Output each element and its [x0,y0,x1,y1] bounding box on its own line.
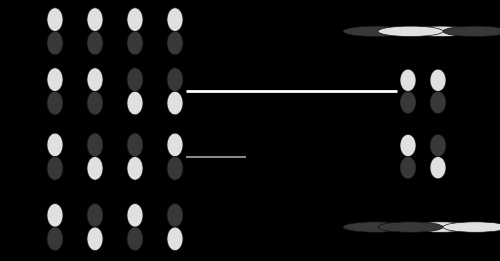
Ellipse shape [127,227,143,251]
Ellipse shape [47,91,63,115]
Ellipse shape [430,91,446,114]
Ellipse shape [167,91,183,115]
Ellipse shape [87,133,103,157]
Ellipse shape [47,8,63,31]
Ellipse shape [408,26,473,37]
Ellipse shape [87,204,103,227]
Ellipse shape [343,222,408,232]
Ellipse shape [400,91,416,114]
Ellipse shape [87,227,103,251]
Ellipse shape [167,157,183,180]
Ellipse shape [167,133,183,157]
Ellipse shape [87,31,103,55]
Ellipse shape [47,31,63,55]
Ellipse shape [430,134,446,157]
Ellipse shape [47,227,63,251]
Ellipse shape [127,133,143,157]
Ellipse shape [430,157,446,179]
Ellipse shape [400,157,416,179]
Ellipse shape [378,222,443,232]
Ellipse shape [167,31,183,55]
Ellipse shape [400,134,416,157]
Ellipse shape [127,31,143,55]
Ellipse shape [127,68,143,91]
Ellipse shape [443,26,500,37]
Ellipse shape [167,227,183,251]
Ellipse shape [430,69,446,91]
Ellipse shape [127,91,143,115]
Ellipse shape [127,8,143,31]
Ellipse shape [408,222,473,232]
Ellipse shape [127,204,143,227]
Ellipse shape [47,204,63,227]
Ellipse shape [167,204,183,227]
Ellipse shape [47,157,63,180]
Ellipse shape [47,68,63,91]
Ellipse shape [343,26,408,37]
Ellipse shape [47,133,63,157]
Ellipse shape [167,68,183,91]
Ellipse shape [400,69,416,91]
Ellipse shape [87,68,103,91]
Ellipse shape [378,26,443,37]
Ellipse shape [127,157,143,180]
Ellipse shape [87,91,103,115]
Ellipse shape [167,8,183,31]
Ellipse shape [443,222,500,232]
Ellipse shape [87,157,103,180]
Ellipse shape [87,8,103,31]
